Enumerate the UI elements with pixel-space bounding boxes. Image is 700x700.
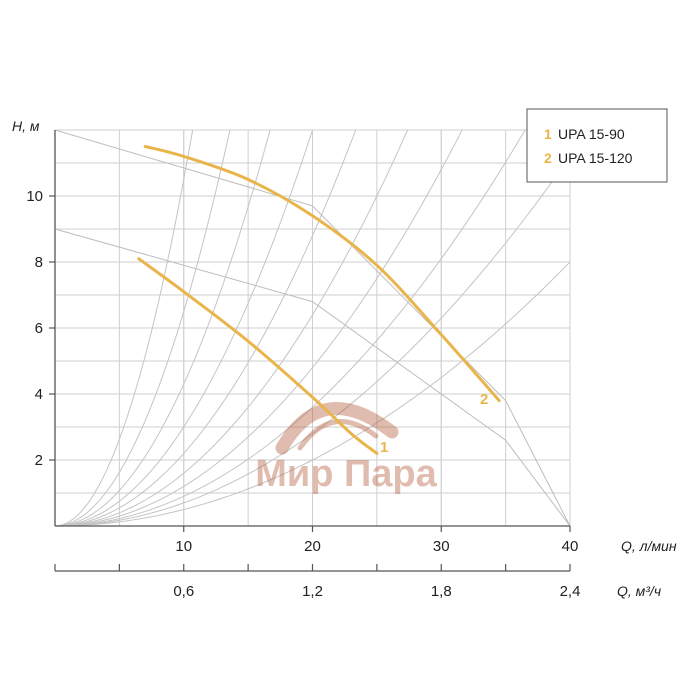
y-tick-label: 4	[35, 386, 43, 403]
system-curve	[54, 129, 231, 527]
watermark-text: Мир Пара	[255, 453, 437, 495]
system-curve	[54, 129, 357, 527]
legend-label-2: UPA 15-120	[558, 150, 633, 166]
y-tick-label: 10	[26, 188, 43, 205]
legend: 1 UPA 15-90 2 UPA 15-120	[526, 108, 668, 183]
axis-ticks: 2 4 6 8 10 10 20 30 40 0,6 1,2 1,8 2,4	[26, 188, 580, 600]
x-axis-title: Q, л/мин	[621, 538, 677, 554]
background-curves	[54, 129, 571, 527]
legend-marker-1: 1	[544, 126, 552, 142]
y-tick-label: 8	[35, 254, 43, 271]
watermark-arc-icon	[275, 402, 399, 455]
y-tick-label: 6	[35, 320, 43, 337]
system-curve	[54, 261, 571, 527]
x-tick-label: 40	[562, 538, 579, 555]
series	[137, 145, 501, 455]
series-line-2	[143, 145, 501, 403]
x-tick-label: 30	[433, 538, 450, 555]
background-curve	[54, 228, 571, 527]
y-tick-label: 2	[35, 452, 43, 469]
y-axis-title: H, м	[12, 118, 40, 134]
x-tick-label: 10	[175, 538, 192, 555]
background-curve	[54, 129, 571, 527]
watermark-arc-icon	[297, 419, 379, 451]
system-curve	[54, 129, 409, 527]
x2-tick-label: 1,2	[302, 583, 323, 600]
system-curves	[54, 129, 571, 527]
system-curve	[54, 156, 571, 527]
system-curve	[54, 129, 271, 527]
x-tick-label: 20	[304, 538, 321, 555]
series-line-1	[137, 257, 379, 455]
system-curve	[54, 129, 463, 527]
x2-tick-label: 0,6	[173, 583, 194, 600]
curve-label-1: 1	[380, 439, 388, 456]
x2-tick-label: 2,4	[560, 583, 581, 600]
curve-label-2: 2	[480, 391, 488, 408]
legend-marker-2: 2	[544, 150, 552, 166]
legend-label-1: UPA 15-90	[558, 126, 625, 142]
x2-tick-label: 1,8	[431, 583, 452, 600]
system-curve	[54, 129, 313, 527]
watermark: Мир Пара	[255, 402, 438, 495]
secondary-x-axis-title: Q, м³/ч	[617, 583, 661, 599]
system-curve	[54, 129, 194, 527]
legend-box	[526, 108, 668, 183]
system-curve	[54, 129, 526, 527]
